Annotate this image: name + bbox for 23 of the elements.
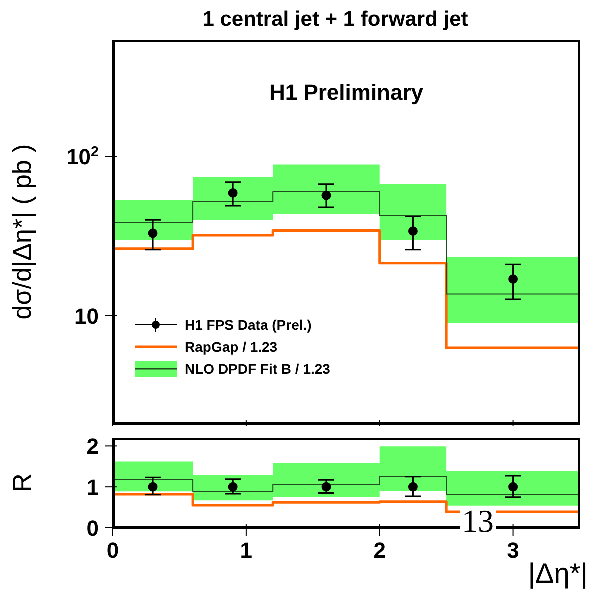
x-axis-title: |Δη*| [528, 558, 588, 590]
point [508, 274, 518, 284]
y-tick-label: 10 [74, 304, 99, 330]
point [322, 190, 332, 200]
y-tick-label: 1 [86, 475, 99, 500]
x-tick-label: 3 [507, 538, 520, 563]
point [408, 226, 418, 236]
y-axis-title: R [7, 474, 38, 492]
x-tick-label: 2 [374, 538, 386, 563]
legend-label: RapGap / 1.23 [185, 339, 278, 355]
chart-title: 1 central jet + 1 forward jet [202, 8, 470, 33]
point [148, 228, 158, 238]
annotation: 13 [460, 503, 496, 539]
y-axis-title: dσ/d|Δη*| ( pb ) [7, 144, 38, 320]
legend-label: NLO DPDF Fit B / 1.23 [185, 361, 330, 377]
y-tick-label: 2 [86, 434, 99, 460]
annotation: H1 Preliminary [268, 80, 425, 106]
y-tick-label: 10$^{2}$ [66, 144, 100, 170]
x-tick-label: 0 [106, 538, 120, 563]
x-tick-label: 1 [240, 538, 253, 563]
y-tick-label: 0 [86, 516, 99, 541]
legend-label: H1 FPS Data (Prel.) [185, 317, 312, 333]
point [228, 188, 238, 198]
